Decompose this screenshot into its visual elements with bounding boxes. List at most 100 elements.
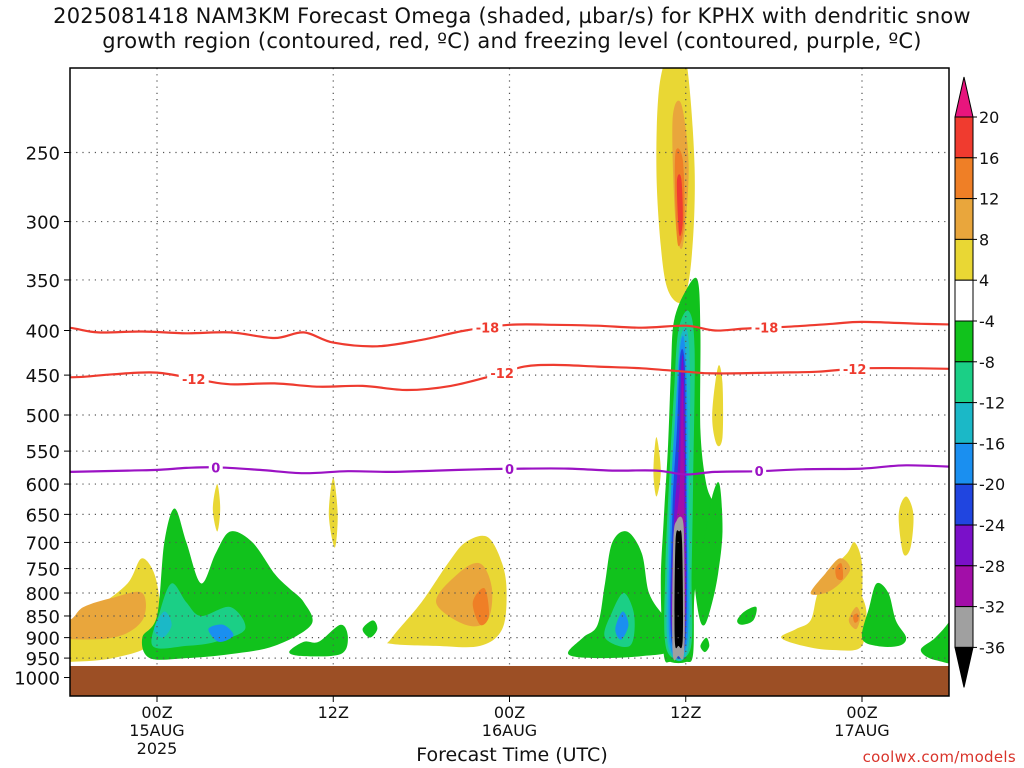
colorbar-label-13: -36 xyxy=(979,638,1005,657)
colorbar-seg-4 xyxy=(954,279,974,322)
ground-surface xyxy=(70,665,949,696)
omega-area-9 xyxy=(362,620,378,638)
colorbar-label-12: -32 xyxy=(979,598,1005,617)
ytick-label-800: 800 xyxy=(26,584,60,605)
ytick-label-750: 750 xyxy=(26,560,60,581)
dgz_minus12-line xyxy=(70,363,949,392)
ytick-label-400: 400 xyxy=(26,322,60,343)
omega-area-39 xyxy=(853,613,859,623)
ytick-label-900: 900 xyxy=(26,629,60,650)
ytick-label-950: 950 xyxy=(26,649,60,670)
omega-area-40 xyxy=(861,582,907,647)
omega-area-31 xyxy=(700,637,710,653)
freezing_0-label-bg-1 xyxy=(502,461,517,476)
colorbar-label-10: -24 xyxy=(979,516,1005,535)
colorbar-seg-7 xyxy=(954,402,974,444)
colorbar-top-arrow xyxy=(954,76,974,118)
freezing_0-label-bg-2 xyxy=(752,464,767,479)
title-line-1: 2025081418 NAM3KM Forecast Omega (shaded… xyxy=(53,4,971,28)
colorbar-label-8: -16 xyxy=(979,434,1005,453)
xtick-label-24-0: 00Z xyxy=(494,703,525,722)
colorbar-seg-6 xyxy=(954,361,974,404)
dgz_minus12-label-0: -12 xyxy=(182,373,206,388)
colorbar-label-1: 16 xyxy=(979,149,999,168)
colorbar-seg-8 xyxy=(954,442,974,485)
colorbar-bottom-arrow xyxy=(954,646,974,688)
chart-title: 2025081418 NAM3KM Forecast Omega (shaded… xyxy=(0,4,1024,54)
x-axis-label: Forecast Time (UTC) xyxy=(416,744,608,766)
credit-text: coolwx.com/models xyxy=(862,748,1016,766)
omega-area-33 xyxy=(712,365,724,447)
ytick-label-350: 350 xyxy=(26,271,60,292)
colorbar-label-3: 8 xyxy=(979,230,989,249)
omega-area-16 xyxy=(653,437,661,497)
xtick-label-12-0: 12Z xyxy=(318,703,349,722)
ytick-label-600: 600 xyxy=(26,475,60,496)
freezing_0-label-bg-0 xyxy=(208,460,223,475)
xtick-label-36-0: 12Z xyxy=(670,703,701,722)
colorbar-seg-3 xyxy=(954,238,974,281)
colorbar-seg-9 xyxy=(954,483,974,526)
ytick-label-550: 550 xyxy=(26,442,60,463)
freezing_0-label-2: 0 xyxy=(755,465,764,480)
omega-area-4 xyxy=(154,611,172,638)
dgz_minus18-label-1: -18 xyxy=(755,322,779,337)
freezing_0-label-1: 0 xyxy=(505,463,514,478)
ground-area xyxy=(70,665,949,696)
xtick-label-48-1: 17AUG xyxy=(834,721,889,740)
xtick-label-48-0: 00Z xyxy=(846,703,877,722)
omega-area-42 xyxy=(920,621,949,664)
colorbar-label-7: -12 xyxy=(979,394,1005,413)
colorbar-label-11: -28 xyxy=(979,557,1005,576)
title-line-2: growth region (contoured, red, ºC) and f… xyxy=(102,29,922,53)
colorbar-label-2: 12 xyxy=(979,190,999,209)
xtick-label-0-2: 2025 xyxy=(137,739,178,758)
dgz_minus12-label-1: -12 xyxy=(490,367,514,382)
xtick-label-0-1: 15AUG xyxy=(129,721,184,740)
dgz_minus12-label-bg-0 xyxy=(178,371,209,386)
omega-area-5 xyxy=(208,624,234,642)
colorbar-label-6: -8 xyxy=(979,353,995,372)
omega-area-12 xyxy=(472,587,490,626)
dgz_minus12-label-bg-1 xyxy=(487,366,518,381)
temperature-contours: -18 -18 -12 -12 -12 0 0 0 xyxy=(70,320,949,480)
omega-area-30 xyxy=(694,482,723,626)
omega-area-20 xyxy=(676,174,683,237)
ytick-label-700: 700 xyxy=(26,533,60,554)
ytick-label-250: 250 xyxy=(26,144,60,165)
colorbar-label-9: -20 xyxy=(979,475,1005,494)
freezing_0-line xyxy=(70,464,949,476)
omega-area-29 xyxy=(674,530,684,649)
colorbar-seg-10 xyxy=(954,524,974,567)
ytick-label-300: 300 xyxy=(26,213,60,234)
ytick-label-650: 650 xyxy=(26,505,60,526)
dgz_minus12-label-bg-2 xyxy=(839,361,870,376)
ytick-label-500: 500 xyxy=(26,406,60,427)
omega-area-15 xyxy=(615,611,629,640)
colorbar-seg-2 xyxy=(954,198,974,240)
xtick-label-24-1: 16AUG xyxy=(482,721,537,740)
freezing_0-label-0: 0 xyxy=(211,461,220,476)
colorbar-label-4: 4 xyxy=(979,271,989,290)
colorbar-label-0: 20 xyxy=(979,108,999,127)
xtick-label-0-0: 00Z xyxy=(141,703,172,722)
omega-area-6 xyxy=(212,484,221,532)
colorbar-seg-5 xyxy=(954,320,974,363)
dgz_minus18-label-bg-1 xyxy=(751,320,782,335)
colorbar-seg-11 xyxy=(954,565,974,608)
omega-area-41 xyxy=(898,496,914,556)
omega-area-36 xyxy=(835,563,844,581)
omega-area-13 xyxy=(567,531,674,659)
dgz_minus18-label-bg-0 xyxy=(472,320,503,335)
omega-shading xyxy=(70,68,949,664)
ytick-label-450: 450 xyxy=(26,366,60,387)
colorbar-label-5: -4 xyxy=(979,312,995,331)
dgz_minus18-line xyxy=(70,320,949,348)
ytick-label-1000: 1000 xyxy=(14,669,60,690)
colorbar-seg-12 xyxy=(954,606,974,648)
ytick-label-850: 850 xyxy=(26,607,60,628)
colorbar: 20 16 12 8 4 -4 -8 -12 -16 -20 -24 -28 -32 -36 xyxy=(954,76,1005,688)
dgz_minus18-label-0: -18 xyxy=(476,322,500,337)
